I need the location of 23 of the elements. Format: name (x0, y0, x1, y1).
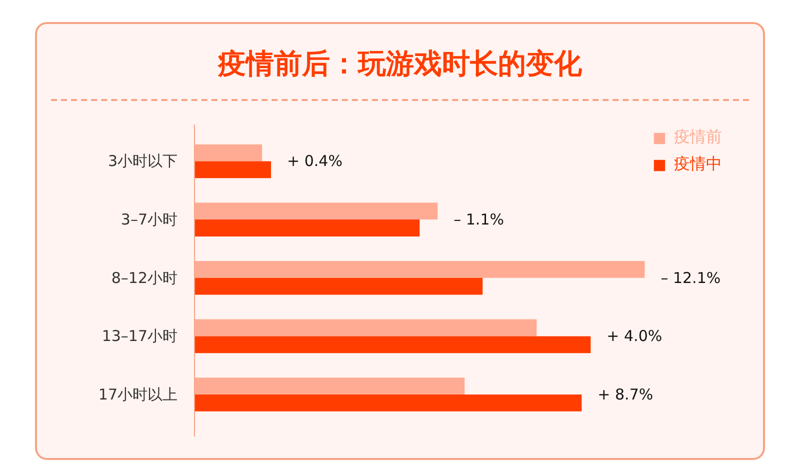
y-tick-label: 17小时以上 (98, 386, 178, 404)
bar (194, 144, 262, 162)
y-tick-label: 3–7小时 (120, 210, 178, 229)
bar (194, 319, 537, 336)
bar (194, 278, 483, 295)
bar (194, 260, 645, 278)
chart-title: 疫情前后：玩游戏时长的变化 (218, 46, 582, 82)
annotation: – 1.1% (454, 210, 504, 229)
text: – 12.1% (660, 268, 721, 287)
annotation: + 0.4% (287, 152, 342, 170)
y-tick-label: 3小时以下 (108, 152, 178, 170)
legend-label: 疫情前 (674, 127, 722, 148)
legend-label: 疫情中 (674, 154, 722, 175)
annotation: + 8.7% (598, 386, 654, 404)
bar (194, 394, 582, 412)
bar (194, 220, 420, 236)
bar (194, 336, 591, 354)
bar (194, 161, 272, 178)
bar (194, 202, 438, 220)
y-tick-label: 13–17小时 (102, 327, 178, 346)
y-tick-label: 8–12小时 (111, 268, 178, 287)
bar (194, 378, 465, 395)
annotation: + 4.0% (606, 327, 662, 346)
